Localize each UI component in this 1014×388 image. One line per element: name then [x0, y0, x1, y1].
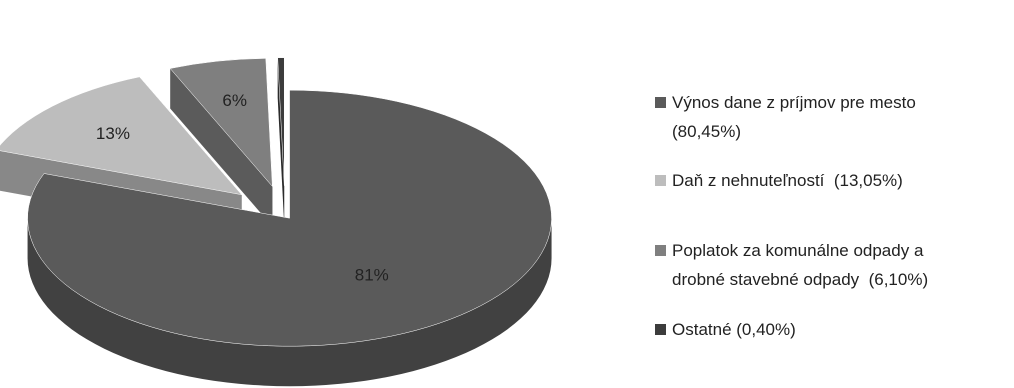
legend-entry: Výnos dane z príjmov pre mesto (80,45%) [655, 88, 955, 146]
data-label: 6% [222, 91, 247, 110]
pie-slice [277, 57, 285, 186]
legend-label: Ostatné (0,40%) [672, 320, 796, 339]
legend-label: Daň z nehnuteľností (13,05%) [672, 171, 903, 190]
data-label: 13% [96, 124, 130, 143]
pie-slice [27, 89, 552, 347]
legend-entry: Daň z nehnuteľností (13,05%) [655, 166, 955, 195]
legend-swatch [655, 245, 666, 256]
legend-label: Výnos dane z príjmov pre mesto (80,45%) [672, 93, 921, 141]
legend-swatch [655, 97, 666, 108]
pie-slice [0, 76, 243, 196]
data-label: 81% [355, 266, 389, 285]
pie-slice [169, 58, 273, 188]
legend-swatch [655, 175, 666, 186]
slice-wall [277, 57, 285, 226]
slice-wall [170, 68, 273, 227]
legend-swatch [655, 324, 666, 335]
slice-side [27, 218, 552, 387]
slice-tops [0, 57, 552, 347]
legend-entry: Poplatok za komunálne odpady a drobné st… [655, 236, 955, 294]
legend-label: Poplatok za komunálne odpady a drobné st… [672, 241, 929, 289]
legend-entry: Ostatné (0,40%) [655, 315, 955, 344]
